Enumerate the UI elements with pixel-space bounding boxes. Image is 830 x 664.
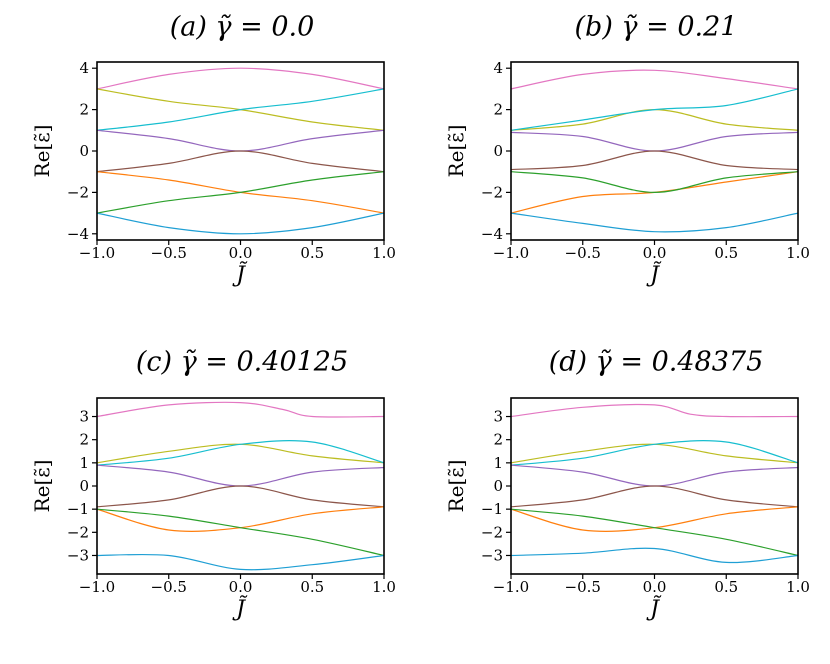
y-tick-label: 1 — [493, 454, 503, 472]
y-tick-label: 0 — [493, 142, 503, 160]
x-tick-label: 0.5 — [300, 244, 324, 262]
panel-b: (b) γ̃ = 0.21 −1.0 −0.5 0.0 0.5 1.0 −4 −2 0 2 4 J̃ R… — [444, 12, 810, 289]
panel-c: (c) γ̃ = 0.40125 −1.0 −0.5 0.0 0.5 1.0 −3 −2 −1 0… — [30, 347, 396, 623]
series-line-2 — [511, 108, 798, 131]
y-tick-label: 2 — [493, 101, 503, 119]
series-line-3 — [97, 88, 384, 131]
series-line-1 — [511, 403, 798, 418]
series-line-4 — [97, 464, 384, 487]
y-tick-label: −3 — [481, 546, 503, 564]
series-line-5 — [511, 150, 798, 171]
x-tick-label: −0.5 — [565, 578, 601, 596]
y-tick-label: 3 — [493, 408, 503, 426]
series-line-2 — [511, 443, 798, 464]
plot-area — [511, 403, 798, 564]
x-tick-label: 0.0 — [643, 244, 667, 262]
y-tick-label: 4 — [79, 59, 89, 77]
y-axis-label: Re[ε̃] — [444, 125, 468, 178]
series-line-5 — [97, 150, 384, 173]
panel-d: (d) γ̃ = 0.48375 −1.0 −0.5 0.0 0.5 1.0 −3 −2 −1 0… — [444, 347, 810, 623]
series-line-8 — [97, 553, 384, 571]
series-line-3 — [97, 440, 384, 466]
x-axis-label: J̃ — [646, 596, 662, 622]
x-tick-label: −1.0 — [493, 244, 529, 262]
series-line-1 — [97, 67, 384, 90]
x-tick-label: 1.0 — [372, 578, 396, 596]
x-tick-label: −0.5 — [151, 244, 187, 262]
x-axis-label: J̃ — [646, 262, 662, 288]
series-line-4 — [511, 464, 798, 487]
y-tick-label: 4 — [493, 59, 503, 77]
series-line-4 — [511, 131, 798, 152]
series-line-7 — [511, 508, 798, 557]
x-tick-label: 1.0 — [372, 244, 396, 262]
x-tick-label: −1.0 — [79, 244, 115, 262]
x-tick-label: −0.5 — [151, 578, 187, 596]
y-tick-label: −4 — [481, 225, 503, 243]
x-tick-label: 1.0 — [786, 244, 810, 262]
x-tick-label: 0.0 — [229, 244, 253, 262]
y-tick-label: 1 — [79, 454, 89, 472]
series-line-4 — [97, 129, 384, 152]
series-line-5 — [511, 485, 798, 508]
y-tick-label: −1 — [481, 500, 503, 518]
panel-title: (d) γ̃ = 0.48375 — [549, 347, 764, 378]
series-line-2 — [97, 443, 384, 464]
series-line-1 — [97, 401, 384, 418]
y-tick-label: −1 — [67, 500, 89, 518]
series-line-1 — [511, 69, 798, 90]
y-tick-label: 3 — [79, 408, 89, 426]
y-tick-label: 0 — [493, 477, 503, 495]
y-tick-label: 0 — [79, 477, 89, 495]
series-line-8 — [97, 212, 384, 235]
y-tick-label: 0 — [79, 142, 89, 160]
series-line-7 — [97, 171, 384, 214]
x-axis-label: J̃ — [232, 596, 248, 622]
y-tick-label: −2 — [67, 523, 89, 541]
x-tick-label: 0.0 — [643, 578, 667, 596]
y-axis-label: Re[ε̃] — [444, 460, 468, 513]
x-tick-label: −1.0 — [493, 578, 529, 596]
y-tick-label: −2 — [67, 183, 89, 201]
series-line-7 — [97, 508, 384, 557]
y-tick-label: 2 — [79, 431, 89, 449]
panel-a: (a) γ̃ = 0.0 −1.0 −0.5 0.0 0.5 1.0 −4 −2 0 2 4 J̃ Re… — [30, 12, 396, 289]
x-tick-label: −0.5 — [565, 244, 601, 262]
x-tick-label: 0.5 — [714, 244, 738, 262]
plot-area — [511, 69, 798, 233]
panel-title: (b) γ̃ = 0.21 — [575, 12, 738, 43]
x-tick-label: 1.0 — [786, 578, 810, 596]
x-tick-label: 0.0 — [229, 578, 253, 596]
x-tick-label: −1.0 — [79, 578, 115, 596]
y-tick-label: −4 — [67, 225, 89, 243]
series-line-3 — [511, 88, 798, 131]
y-axis-label: Re[ε̃] — [30, 460, 54, 513]
y-tick-label: 2 — [79, 101, 89, 119]
x-tick-label: 0.5 — [300, 578, 324, 596]
plot-area — [97, 401, 384, 571]
series-line-8 — [511, 212, 798, 233]
series-line-7 — [511, 171, 798, 194]
y-tick-label: −2 — [481, 183, 503, 201]
y-tick-label: −2 — [481, 523, 503, 541]
y-axis-label: Re[ε̃] — [30, 125, 54, 178]
y-tick-label: 2 — [493, 431, 503, 449]
x-tick-label: 0.5 — [714, 578, 738, 596]
series-line-3 — [511, 440, 798, 466]
series-line-8 — [511, 547, 798, 564]
x-axis-label: J̃ — [232, 262, 248, 288]
plot-area — [97, 67, 384, 235]
series-line-5 — [97, 485, 384, 508]
y-tick-label: −3 — [67, 546, 89, 564]
panel-title: (c) γ̃ = 0.40125 — [136, 347, 348, 378]
panel-title: (a) γ̃ = 0.0 — [170, 12, 315, 43]
